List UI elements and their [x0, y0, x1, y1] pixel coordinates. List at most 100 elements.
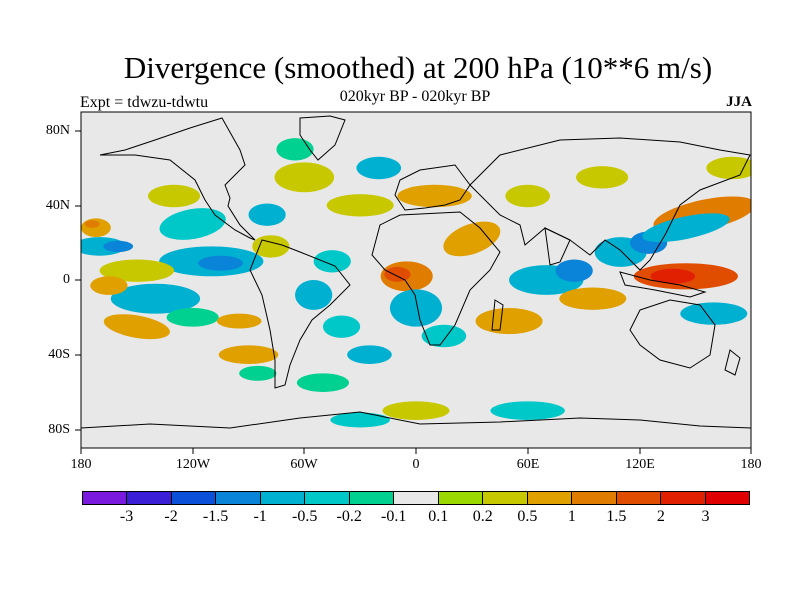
divergence-contour-31: [389, 289, 443, 327]
coastline-madagascar: [491, 299, 504, 331]
colorbar-swatch-6: [349, 492, 395, 504]
divergence-contour-4: [148, 184, 201, 208]
lon-label-60w: 60W: [290, 457, 318, 472]
divergence-contour-44: [680, 302, 748, 325]
coastline-south-america: [249, 239, 351, 389]
colorbar-label: -2: [164, 508, 178, 525]
coastline-europe: [394, 164, 471, 211]
colorbar-label: 0.2: [472, 508, 493, 525]
colorbar-swatch-10: [527, 492, 573, 504]
colorbar-label: 3: [701, 508, 710, 525]
colorbar-swatch-8: [438, 492, 484, 504]
coastline-north-america: [99, 117, 256, 241]
divergence-field: [81, 138, 751, 428]
divergence-contour-17: [248, 203, 286, 226]
colorbar-label: 0.1: [428, 508, 449, 525]
colorbar-swatch-12: [616, 492, 662, 504]
lat-label-80s: 80S: [48, 422, 70, 437]
divergence-contour-26: [356, 156, 402, 180]
colorbar-swatch-2: [171, 492, 217, 504]
colorbar-label: 1: [567, 508, 576, 525]
coastline-antarctica: [81, 411, 751, 429]
colorbar-label: -1: [253, 508, 267, 525]
colorbar-swatch-3: [216, 492, 261, 504]
divergence-contour-9: [110, 283, 201, 314]
divergence-contour-27: [397, 184, 472, 208]
divergence-contour-22: [322, 315, 361, 338]
coastline-africa: [371, 211, 501, 346]
divergence-contour-20: [313, 250, 351, 273]
colorbar-swatch-11: [572, 492, 617, 504]
lon-label-0: 0: [412, 457, 420, 472]
divergence-contour-21: [295, 280, 333, 310]
divergence-contour-7: [198, 255, 243, 271]
divergence-contour-10: [90, 276, 128, 295]
divergence-contour-19: [276, 138, 314, 161]
divergence-contour-23: [347, 345, 392, 364]
divergence-contour-25: [326, 194, 394, 217]
colorbar-swatch-1: [127, 492, 172, 504]
divergence-contour-30: [384, 266, 411, 282]
divergence-contour-34: [505, 184, 550, 208]
colorbar-swatch-13: [661, 492, 706, 504]
coastlines: [81, 115, 751, 429]
colorbar: [82, 491, 750, 505]
colorbar-swatch-0: [83, 492, 128, 504]
lon-label-120w: 120W: [175, 457, 211, 472]
divergence-contour-47: [382, 401, 450, 420]
divergence-contour-46: [576, 166, 629, 189]
divergence-contour-18: [274, 162, 335, 193]
divergence-contour-45: [706, 156, 751, 180]
colorbar-swatch-14: [705, 492, 750, 504]
coastline-new-zealand: [724, 349, 741, 376]
divergence-contour-32: [421, 324, 467, 348]
divergence-contour-48: [330, 412, 390, 428]
divergence-contour-1: [103, 240, 134, 252]
colorbar-label: 1.5: [606, 508, 627, 525]
coastline-australia: [629, 299, 716, 369]
coastline-indonesia: [619, 271, 707, 298]
lat-label-40s: 40S: [48, 347, 70, 362]
divergence-contour-3: [84, 220, 100, 228]
divergence-contour-33: [475, 308, 543, 335]
divergence-contour-12: [166, 308, 219, 327]
lon-label-180e: 180: [740, 457, 762, 472]
map-ticks: [75, 130, 752, 454]
season-label: JJA: [726, 94, 752, 110]
divergence-contour-24: [296, 373, 350, 392]
colorbar-swatch-5: [305, 492, 350, 504]
lat-label-80n: 80N: [45, 123, 70, 138]
colorbar-label: 0.5: [517, 508, 538, 525]
experiment-label: Expt = tdwzu-tdwtu: [80, 94, 209, 111]
coastline-india: [544, 227, 571, 266]
divergence-contour-8: [99, 259, 175, 282]
divergence-contour-41: [642, 213, 730, 243]
figure-title: Divergence (smoothed) at 200 hPa (10**6 …: [123, 50, 713, 85]
divergence-contour-37: [559, 287, 627, 310]
divergence-contour-28: [443, 221, 501, 257]
divergence-contour-5: [159, 208, 226, 240]
colorbar-swatch-4: [260, 492, 306, 504]
divergence-contour-16: [252, 235, 290, 258]
colorbar-label: -0.1: [381, 508, 407, 525]
lon-label-180w: 180: [70, 457, 92, 472]
lon-label-60e: 60E: [516, 457, 540, 472]
divergence-contour-13: [216, 313, 262, 329]
colorbar-label: 2: [656, 508, 665, 525]
coastline-asia: [469, 137, 751, 271]
divergence-contour-14: [218, 345, 279, 364]
lon-label-120e: 120E: [625, 457, 655, 472]
divergence-contour-11: [103, 314, 170, 340]
colorbar-label: -0.5: [291, 508, 318, 525]
divergence-contour-36: [555, 259, 593, 282]
coastline-greenland: [299, 115, 346, 161]
divergence-contour-43: [650, 268, 696, 284]
divergence-contour-15: [239, 365, 277, 381]
colorbar-swatch-7: [394, 492, 439, 504]
colorbar-swatch-9: [483, 492, 528, 504]
lat-label-40n: 40N: [45, 198, 70, 213]
colorbar-label: -0.2: [336, 508, 362, 525]
colorbar-label: -3: [119, 508, 134, 525]
lat-label-0: 0: [63, 272, 70, 287]
